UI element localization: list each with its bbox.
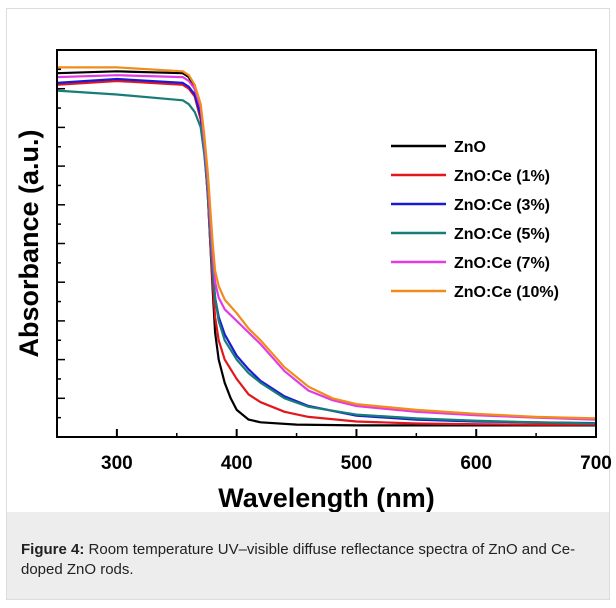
- legend-label-2: ZnO:Ce (1%): [454, 168, 550, 185]
- series-line-4: [56, 89, 597, 425]
- figure-caption: Figure 4: Room temperature UV–visible di…: [6, 512, 610, 600]
- series-line-6: [57, 66, 597, 420]
- caption-label: Figure 4:: [21, 541, 85, 558]
- caption-text: Room temperature UV–visible diffuse refl…: [21, 541, 576, 578]
- y-axis-title: Absorbance (a.u.): [14, 129, 44, 357]
- x-tick-label-700: 700: [580, 453, 612, 474]
- legend-label-1: ZnO: [454, 139, 486, 156]
- legend: ZnO ZnO:Ce (1%) ZnO:Ce (3%) ZnO:Ce (5%) ZnO:…: [391, 139, 559, 301]
- plot-frame: [56, 49, 597, 438]
- x-tick-label-500: 500: [341, 453, 373, 474]
- series-line-5: [56, 74, 597, 421]
- x-tick-label-600: 600: [460, 453, 492, 474]
- x-tick-label-300: 300: [101, 453, 133, 474]
- x-tick-label-400: 400: [221, 453, 253, 474]
- legend-label-6: ZnO:Ce (10%): [454, 284, 559, 301]
- legend-label-3: ZnO:Ce (3%): [454, 197, 550, 214]
- legend-label-4: ZnO:Ce (5%): [454, 226, 550, 243]
- series-line-2: [56, 79, 596, 426]
- series-line-3: [56, 77, 597, 425]
- chart: 300 400 500 600 700 Wavelength (nm) Absorban…: [14, 49, 612, 512]
- series-layer: [56, 66, 597, 427]
- figure-panel: [6, 8, 610, 600]
- x-axis-title: Wavelength (nm): [218, 483, 435, 512]
- legend-label-5: ZnO:Ce (7%): [454, 255, 550, 272]
- ticks-layer: 300 400 500 600 700: [56, 68, 612, 474]
- series-line-1: [56, 70, 596, 427]
